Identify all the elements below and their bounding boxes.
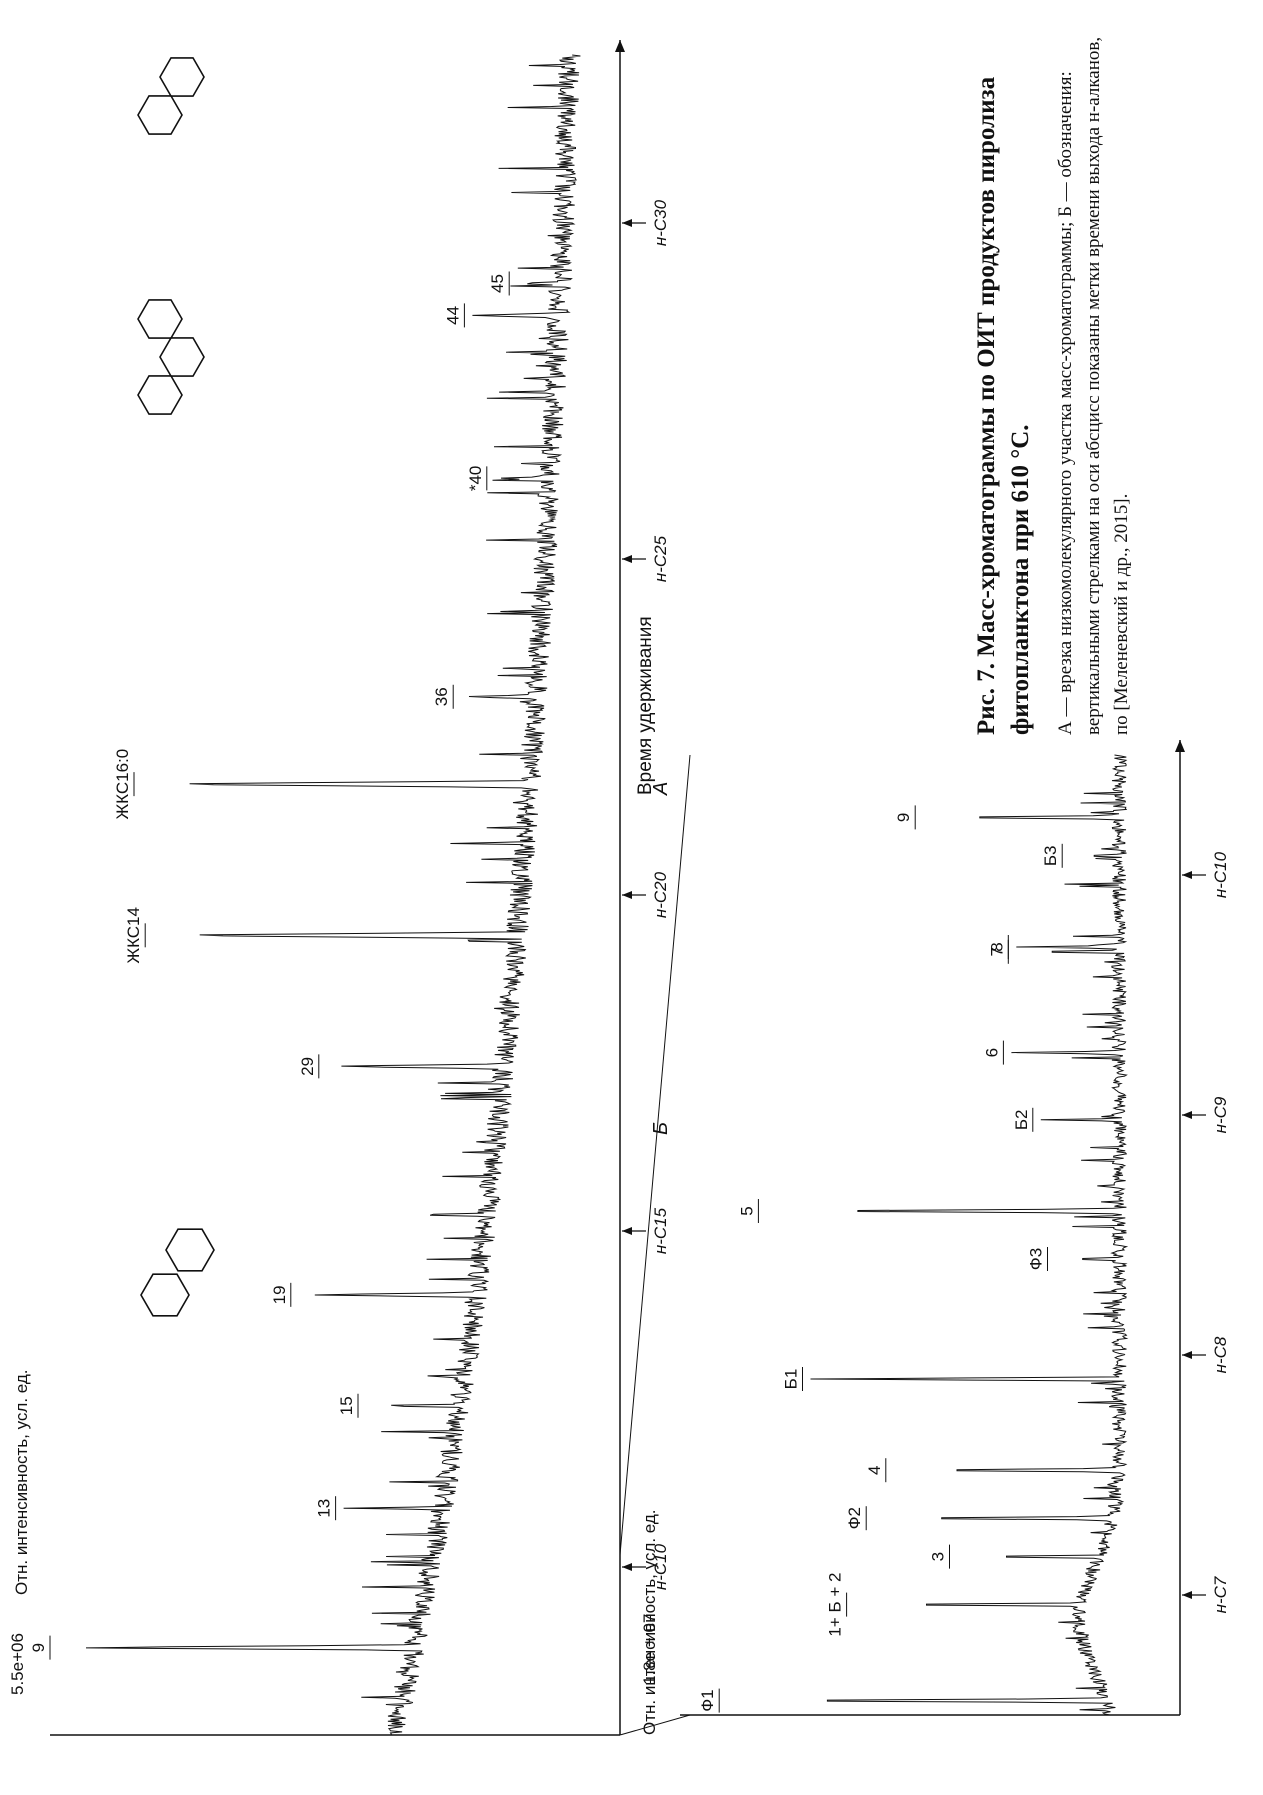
alkane-marker-arrow — [622, 1227, 632, 1235]
peak-label-8: 5 — [737, 1206, 756, 1215]
peak-label-9: Б2 — [1012, 1109, 1031, 1130]
structure-aromatic-ring-1 — [140, 1273, 190, 1317]
peak-label-3: 15 — [337, 1396, 356, 1415]
peak-label-6: ЖКС14 — [124, 907, 143, 964]
peak-label-1: Ф1 — [698, 1689, 717, 1711]
peak-label-4: 19 — [270, 1285, 289, 1304]
peak-label-1: 9 — [29, 1643, 48, 1652]
alkane-marker-label-3: н-C9 — [1211, 1096, 1230, 1133]
peak-label-2: 1+ Б + 2 — [826, 1573, 845, 1637]
panel-a-plot: 9 13 15 19 29 ЖКС14 ЖКС16:0 36 *40 44 45 н-C10 н-C15… — [29, 40, 670, 1736]
alkane-marker-arrow — [1182, 871, 1192, 879]
chromatogram-trace — [85, 54, 581, 1736]
alkane-marker-label-1: н-C7 — [1211, 1576, 1230, 1613]
peak-label-5: 29 — [298, 1057, 317, 1076]
caption-title: Рис. 7. Масс-хроматограммы по ОИТ продук… — [973, 76, 1034, 735]
inset-connector-left — [619, 1714, 691, 1736]
peak-label-9: *40 — [466, 466, 485, 492]
alkane-marker-arrow — [622, 219, 632, 227]
peak-label-5: 4 — [865, 1465, 884, 1474]
alkane-marker-arrow — [1182, 1591, 1192, 1599]
alkane-marker-arrow — [622, 555, 632, 563]
peak-label-14: 9 — [894, 813, 913, 822]
peak-label-4: Ф2 — [845, 1507, 864, 1529]
alkane-marker-label-1: н-C10 — [651, 1543, 670, 1590]
chromatogram-trace — [810, 754, 1129, 1716]
x-axis-arrowhead — [1175, 740, 1185, 752]
peak-label-3: 3 — [929, 1552, 948, 1561]
panel-a-y-max-label: 5.5e+06 — [8, 1633, 27, 1695]
peak-label-10: 44 — [443, 306, 462, 325]
alkane-marker-arrow — [622, 1563, 632, 1571]
alkane-marker-label-5: н-C30 — [651, 199, 670, 246]
alkane-marker-label-2: н-C8 — [1211, 1336, 1230, 1373]
panel-b-y-max-label: 1.8e + 07 — [640, 1613, 659, 1685]
alkane-marker-label-2: н-C15 — [651, 1207, 670, 1254]
alkane-marker-label-3: н-C20 — [651, 871, 670, 918]
figure-caption: Рис. 7. Масс-хроматограммы по ОИТ продук… — [970, 35, 1136, 735]
panel-b-plot: Ф1 1+ Б + 2 3 Ф2 4 Б1 Ф3 5 Б2 6 78 Б3 9 н-C7 н-C8 н-C9 н… — [680, 740, 1230, 1716]
x-axis-arrowhead — [615, 40, 625, 52]
panel-a-x-axis-label: Время удерживания — [635, 616, 656, 795]
peak-label-7: Ф3 — [1027, 1248, 1046, 1270]
structure-sterol-ring-1 — [137, 95, 183, 135]
peak-label-13: Б3 — [1041, 845, 1060, 866]
alkane-marker-label-4: н-C25 — [651, 535, 670, 582]
peak-label-11: 7 — [987, 947, 1006, 956]
panel-a-y-axis-label: Отн. интенсивность, усл. ед. — [12, 1369, 31, 1595]
structure-aromatic-ring-2 — [165, 1228, 215, 1272]
peak-label-11: 45 — [488, 274, 507, 293]
peak-label-6: Б1 — [782, 1369, 801, 1390]
peak-label-7: ЖКС16:0 — [113, 749, 132, 820]
caption-text: А — врезка низкомолекулярного участка ма… — [1055, 36, 1132, 735]
chemical-structures — [137, 57, 691, 1736]
structure-sterol-ring-2 — [159, 57, 205, 97]
alkane-marker-arrow — [1182, 1351, 1192, 1359]
structure-steroid-ring-2 — [159, 337, 205, 377]
structure-steroid-ring-3 — [137, 299, 183, 339]
peak-label-8: 36 — [432, 687, 451, 706]
alkane-marker-label-4: н-C10 — [1211, 851, 1230, 898]
peak-label-10: 6 — [982, 1048, 1001, 1057]
inset-connector-right — [619, 754, 691, 1556]
alkane-marker-arrow — [622, 891, 632, 899]
panel-b-letter: Б — [650, 1121, 672, 1135]
peak-label-12: 8 — [987, 942, 1006, 951]
peak-label-2: 13 — [315, 1499, 334, 1518]
structure-steroid-ring-1 — [137, 375, 183, 415]
alkane-marker-arrow — [1182, 1111, 1192, 1119]
